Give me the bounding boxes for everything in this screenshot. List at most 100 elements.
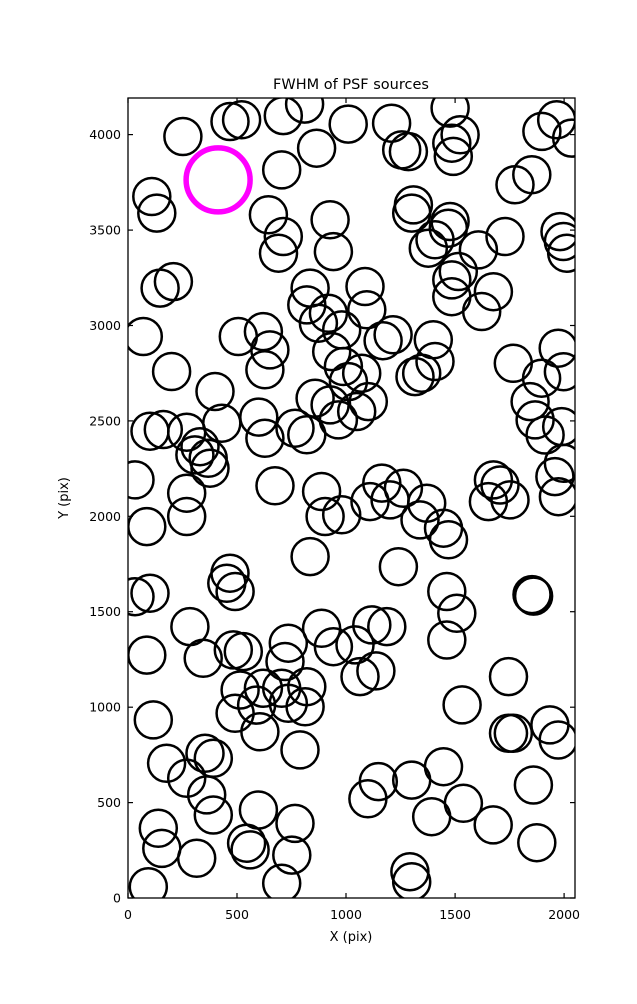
psf-sources-circle (352, 605, 392, 645)
psf-sources-circle (210, 553, 250, 593)
psf-sources-circle (411, 796, 452, 837)
psf-sources-circle (263, 98, 304, 136)
psf-sources-circle (130, 573, 170, 613)
psf-sources-circle (193, 795, 234, 835)
psf-sources-circle (367, 606, 407, 647)
psf-sources-circle (285, 687, 325, 727)
psf-sources-circle (215, 571, 255, 612)
psf-sources-circle (427, 620, 467, 660)
y-tick-label: 2000 (89, 509, 121, 524)
highlighted-source-circle (183, 145, 253, 215)
psf-sources-circle (328, 104, 368, 144)
psf-sources-circle (275, 408, 315, 448)
psf-sources-circle (186, 775, 227, 815)
psf-sources-circle (538, 476, 575, 517)
psf-sources-circle (183, 638, 223, 679)
psf-sources-circle (226, 823, 267, 863)
psf-sources-circle (437, 593, 477, 634)
psf-sources-circle (540, 211, 575, 252)
psf-sources-circle (373, 315, 413, 355)
psf-sources-circle (298, 303, 339, 343)
psf-sources-circle (163, 116, 203, 157)
psf-sources-circle (245, 350, 285, 390)
psf-sources-circle (440, 115, 480, 155)
psf-sources-circle (268, 683, 309, 724)
psf-sources-circle (301, 471, 342, 512)
axis-tick-labels: 0 500 1000 1500 2000 0 500 1000 1500 2000 2500 3000… (89, 127, 580, 922)
psf-sources-circle (391, 862, 432, 898)
psf-sources-circle (258, 233, 299, 273)
psf-sources-circle (538, 328, 575, 368)
psf-sources-circle (363, 320, 403, 361)
psf-sources-circle (138, 808, 179, 849)
psf-sources-circle (517, 822, 557, 863)
psf-sources-circle (408, 228, 449, 268)
psf-sources-circle (430, 98, 470, 128)
y-tick-label: 500 (97, 795, 121, 810)
axis-ticks (127, 98, 575, 899)
psf-circle-markers (128, 98, 575, 898)
psf-sources-circle (513, 765, 554, 805)
psf-sources-circle (488, 656, 529, 697)
psf-sources-circle (318, 400, 359, 440)
psf-sources-circle (265, 641, 305, 682)
psf-sources-circle (336, 391, 377, 432)
psf-sources-circle (341, 353, 382, 393)
psf-sources-circle (522, 111, 562, 152)
psf-sources-circle (428, 208, 469, 248)
x-tick-label: 0 (124, 907, 132, 922)
psf-sources-circle (395, 356, 435, 397)
psf-sources-circle (512, 574, 552, 615)
psf-sources-circle (546, 233, 575, 273)
psf-sources-circle (239, 397, 279, 437)
y-tick-label: 2500 (89, 413, 121, 428)
psf-sources-circle (268, 623, 309, 663)
psf-sources-circle (345, 266, 385, 307)
psf-sources-circle (146, 743, 187, 784)
psf-sources-circle (175, 435, 215, 475)
psf-sources-circle (275, 803, 315, 844)
psf-sources-circle (313, 626, 354, 667)
psf-sources-circle (495, 165, 535, 205)
y-tick-label: 4000 (89, 127, 121, 142)
psf-sources-circle (321, 495, 362, 535)
psf-sources-circle (245, 418, 285, 459)
x-axis-label: X (pix) (330, 930, 373, 945)
psf-sources-circle (137, 193, 177, 233)
psf-sources-circle (473, 805, 513, 845)
psf-sources-circle (166, 496, 207, 537)
psf-sources-circle (287, 415, 327, 455)
psf-sources-circle (388, 131, 429, 172)
x-tick-label: 1000 (330, 907, 362, 922)
psf-sources-circle (350, 481, 390, 522)
psf-sources-circle (290, 536, 330, 577)
psf-sources-circle (132, 176, 172, 217)
psf-sources-circle (310, 200, 350, 240)
psf-sources-circle (190, 448, 230, 488)
psf-sources-circle (438, 251, 479, 292)
psf-sources-circle (311, 331, 352, 372)
x-tick-label: 2000 (548, 907, 580, 922)
psf-sources-circle (458, 230, 499, 270)
psf-sources-circle (473, 460, 514, 500)
psf-sources-circle (383, 468, 424, 509)
psf-sources-circle (485, 216, 525, 257)
psf-sources-circle (461, 291, 502, 332)
y-tick-label: 3000 (89, 318, 121, 333)
psf-sources-circle (261, 863, 302, 898)
psf-sources-circle (230, 830, 270, 870)
psf-sources-circle (536, 100, 575, 140)
psf-sources-circle (432, 123, 472, 163)
psf-sources-circle (510, 381, 550, 422)
psf-sources-circle (433, 136, 474, 177)
psf-sources-circle (128, 316, 164, 357)
psf-sources-circle (415, 341, 455, 382)
psf-sources-circle (151, 351, 192, 392)
y-tick-label: 1000 (89, 700, 121, 715)
psf-sources-circle (166, 473, 207, 513)
psf-sources-circle (415, 220, 455, 260)
psf-sources-circle (323, 346, 364, 387)
psf-sources-circle (490, 480, 530, 520)
